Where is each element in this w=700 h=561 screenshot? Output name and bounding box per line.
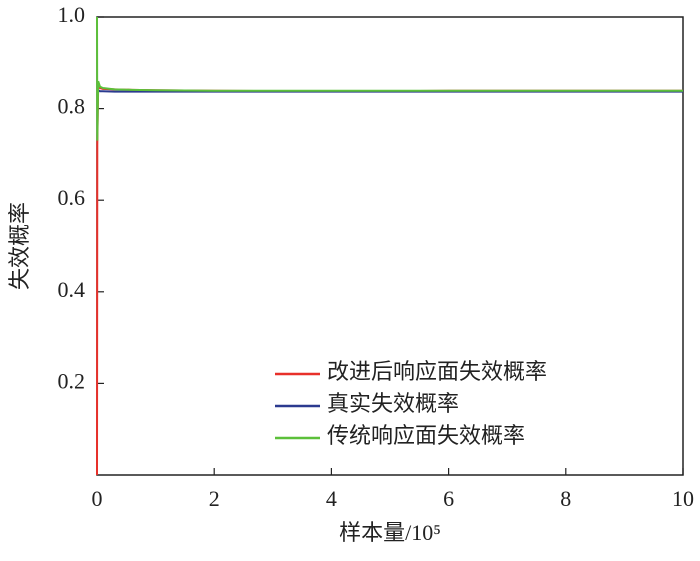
series-line [96,16,683,141]
y-tick-label: 0.8 [58,94,86,119]
x-axis-label: 样本量/10⁵ [339,520,441,545]
x-tick-label: 0 [92,486,103,511]
x-tick-label: 10 [672,486,694,511]
x-tick-label: 2 [209,486,220,511]
legend-label: 传统响应面失效概率 [327,423,525,448]
series-line [96,82,683,476]
y-tick-label: 0.6 [58,185,86,210]
y-tick-label: 1.0 [58,2,86,27]
y-tick-label: 0.4 [58,277,86,302]
y-tick-label: 0.2 [58,368,86,393]
x-tick-label: 8 [560,486,571,511]
legend-label: 真实失效概率 [327,391,459,416]
x-tick-label: 4 [326,486,337,511]
y-axis-label: 失效概率 [7,202,32,290]
x-tick-label: 6 [443,486,454,511]
legend-label: 改进后响应面失效概率 [327,359,547,384]
